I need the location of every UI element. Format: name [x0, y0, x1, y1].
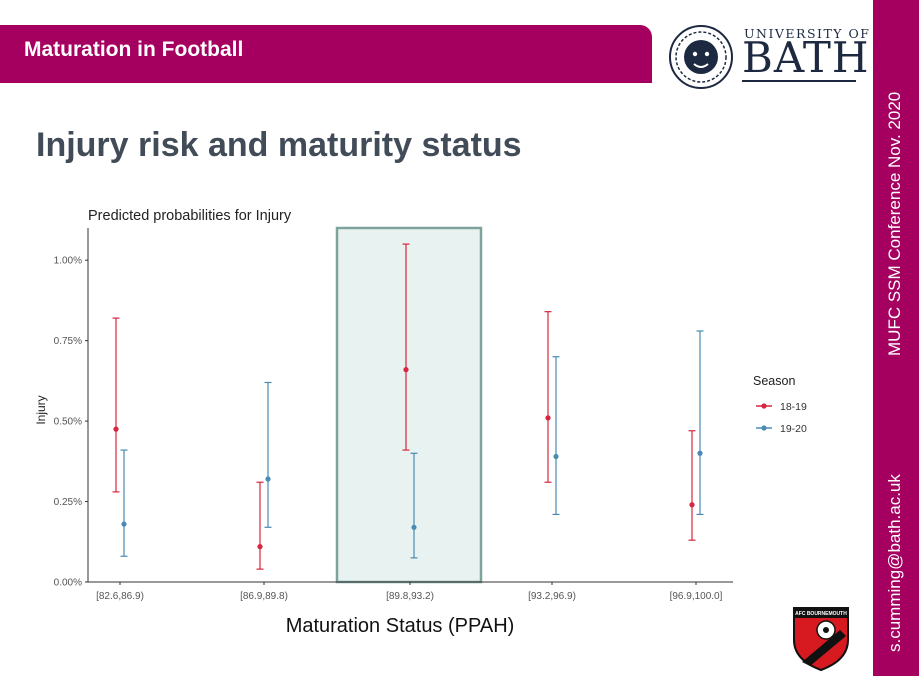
y-tick-label: 0.00%: [54, 578, 82, 589]
x-tick-label: [89.8,93.2): [386, 591, 434, 602]
bath-crest-icon: [669, 25, 733, 89]
logo-line1: UNIVERSITY OF: [744, 26, 871, 41]
x-tick-label: [86.9,89.8): [240, 591, 288, 602]
x-axis-label: Maturation Status (PPAH): [286, 615, 515, 637]
x-tick-label: [93.2,96.9): [528, 591, 576, 602]
x-tick-label: [96.9,100.0]: [670, 591, 723, 602]
x-tick-label: [82.6,86.9): [96, 591, 144, 602]
legend-marker: [761, 403, 767, 409]
data-point: [113, 426, 119, 432]
sidebar-band: [873, 0, 919, 676]
data-point: [545, 415, 551, 421]
logo-underline: [742, 80, 856, 82]
data-point: [265, 476, 271, 482]
header-band: [0, 25, 652, 83]
data-point: [411, 524, 417, 530]
data-point: [689, 502, 695, 508]
legend-title: Season: [753, 374, 795, 388]
y-tick-label: 1.00%: [54, 256, 82, 267]
data-point: [257, 544, 263, 550]
slide-title: Injury risk and maturity status: [36, 126, 522, 164]
legend-label: 18-19: [780, 401, 807, 413]
y-tick-label: 0.75%: [54, 336, 82, 347]
university-logo: UNIVERSITY OF BATH: [668, 22, 869, 92]
y-tick-label: 0.25%: [54, 497, 82, 508]
header-title: Maturation in Football: [24, 38, 244, 61]
y-tick-label: 0.50%: [54, 417, 82, 428]
data-point: [697, 450, 703, 456]
data-point: [121, 521, 127, 527]
legend-label: 19-20: [780, 423, 807, 435]
chart-title: Predicted probabilities for Injury: [88, 208, 292, 224]
y-axis-label: Injury: [34, 395, 48, 424]
logo-line2: BATH: [742, 33, 870, 82]
data-point: [403, 367, 409, 373]
highlight-box: [335, 226, 483, 584]
legend-marker: [761, 425, 767, 431]
data-point: [553, 453, 559, 460]
crest-text: AFC BOURNEMOUTH: [795, 611, 847, 617]
football-crest-icon: AFC BOURNEMOUTH: [793, 607, 849, 672]
